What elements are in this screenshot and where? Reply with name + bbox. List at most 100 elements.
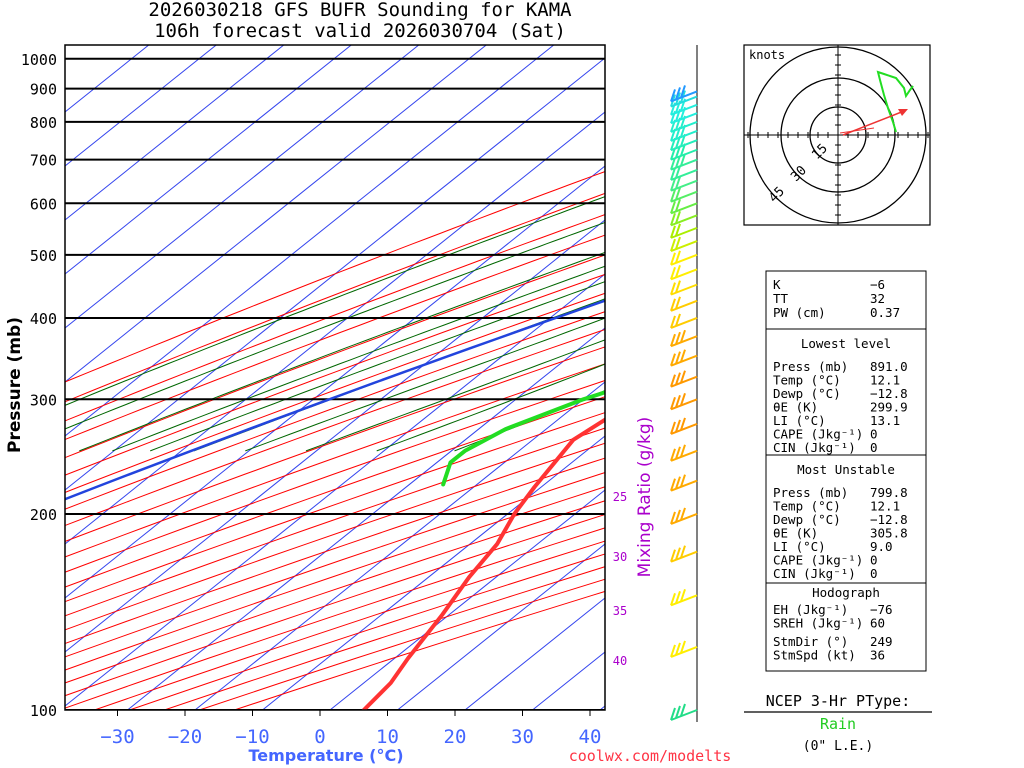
index-name: Press (mb)	[773, 359, 848, 374]
wind-barb-flag	[675, 591, 681, 604]
wind-barb-staff	[670, 240, 698, 252]
wind-barb-flag	[680, 507, 686, 521]
wind-barb-staff	[670, 202, 698, 215]
wind-barbs	[670, 45, 698, 722]
indices-panel: K −6 TT 32 PW (cm) 0.37 Lowest level Press (mb)…	[765, 270, 927, 672]
wind-barb	[670, 280, 698, 296]
dry-adiabat-line	[65, 412, 605, 603]
pressure-tick-label: 1000	[21, 51, 57, 69]
plot-frame	[64, 44, 606, 711]
chart-title-line-2: 106h forecast valid 2026030704 (Sat)	[154, 20, 566, 42]
wind-barb-flag	[680, 329, 686, 343]
moist-adiabat-line	[454, 390, 605, 452]
wind-barb	[670, 187, 698, 203]
dewpoint-profile-line	[441, 390, 605, 487]
wind-barb	[670, 640, 698, 658]
index-name: CAPE (Jkg⁻¹)	[773, 553, 863, 568]
wind-barb-staff	[670, 169, 698, 181]
isotherm-line	[464, 597, 605, 710]
wind-barb-staff	[670, 645, 698, 658]
index-value: 0.37	[870, 305, 900, 320]
wind-barb-flag	[675, 372, 681, 385]
pressure-tick-label: 900	[30, 81, 57, 99]
pressure-tick-label: 400	[30, 310, 57, 328]
wind-barb-flag	[670, 549, 676, 563]
wind-barb-flag	[675, 351, 681, 365]
theta-e-label: 25	[613, 490, 627, 504]
summary-box	[765, 270, 927, 330]
wind-barb	[670, 474, 698, 492]
ptype-accumulation: (0" L.E.)	[803, 739, 873, 754]
ptype-value: Rain	[820, 715, 856, 733]
dry-adiabat-line	[65, 379, 605, 573]
wind-barb-flag	[675, 446, 681, 460]
index-name: LI (°C)	[773, 539, 826, 554]
index-name: θE (K)	[773, 526, 818, 541]
index-value: 9.0	[870, 539, 893, 554]
moist-adiabat-line	[112, 265, 605, 452]
hodograph-stats-header: Hodograph	[812, 585, 880, 600]
pressure-tick-label: 300	[30, 391, 57, 409]
dry-adiabat-line	[65, 192, 605, 403]
wind-barb	[670, 545, 698, 563]
wind-barb-flag	[675, 296, 681, 310]
index-name: Temp (°C)	[773, 499, 841, 514]
wind-barb	[670, 250, 698, 266]
index-value: 60	[870, 616, 885, 631]
theta-e-label: 30	[613, 550, 627, 564]
wind-barb-flag	[670, 396, 676, 410]
dry-adiabat-line	[65, 427, 605, 617]
index-name: Temp (°C)	[773, 373, 841, 388]
dry-adiabat-line	[65, 328, 605, 527]
isotherm-line	[65, 45, 217, 167]
isotherm-line	[65, 45, 420, 329]
wind-barb-staff	[670, 268, 698, 281]
index-value: 299.9	[870, 400, 908, 415]
index-value: 249	[870, 634, 893, 649]
temp-tick-label: 10	[376, 726, 399, 748]
pressure-tick-label: 800	[30, 114, 57, 132]
temp-tick-label: −20	[168, 726, 202, 748]
index-name: PW (cm)	[773, 305, 826, 320]
wind-barb-flag	[675, 476, 681, 489]
wind-barb-staff	[670, 190, 698, 203]
isotherm-line	[329, 489, 605, 710]
lowest-level-box	[765, 328, 927, 456]
isotherm-line	[65, 45, 285, 221]
lowest-level-header: Lowest level	[801, 336, 891, 351]
wind-barb-flag	[670, 238, 676, 252]
wind-barb-staff	[670, 594, 698, 607]
wind-barb-flag	[675, 223, 681, 237]
wind-barb-flag	[675, 394, 681, 408]
wind-barb-staff	[670, 709, 698, 721]
hodograph-stats-box	[765, 582, 927, 672]
wind-barb	[670, 444, 698, 462]
isotherm-line	[65, 273, 605, 707]
wind-barb-flag	[670, 298, 676, 312]
wind-barb-staff	[670, 95, 698, 108]
wind-barb-flag	[670, 89, 676, 102]
wind-barb-staff	[670, 148, 698, 161]
wind-barb-staff	[670, 214, 698, 227]
moist-adiabat-line	[150, 281, 605, 452]
isotherm-line	[65, 45, 555, 437]
moist-adiabat-line	[65, 221, 605, 430]
wind-barb-flag	[675, 87, 681, 100]
isotherm-line	[65, 45, 352, 275]
index-name: EH (Jkg⁻¹)	[773, 602, 848, 617]
index-value: 13.1	[870, 413, 900, 428]
isotherm-line	[65, 45, 487, 383]
wind-barb-flag	[675, 265, 681, 278]
wind-barb-staff	[670, 103, 698, 116]
wind-barb-flag	[675, 236, 681, 250]
moist-adiabat-line	[79, 251, 605, 452]
y-axis-label: Pressure (mb)	[5, 317, 25, 453]
wind-barb-staff	[670, 139, 698, 152]
ptype-title: NCEP 3-Hr PType:	[766, 692, 911, 710]
wind-barb-staff	[670, 158, 698, 171]
index-name: StmDir (°)	[773, 634, 848, 649]
wind-barb-staff	[670, 335, 698, 348]
index-name: Press (mb)	[773, 485, 848, 500]
temperature-profile-line	[361, 417, 605, 710]
